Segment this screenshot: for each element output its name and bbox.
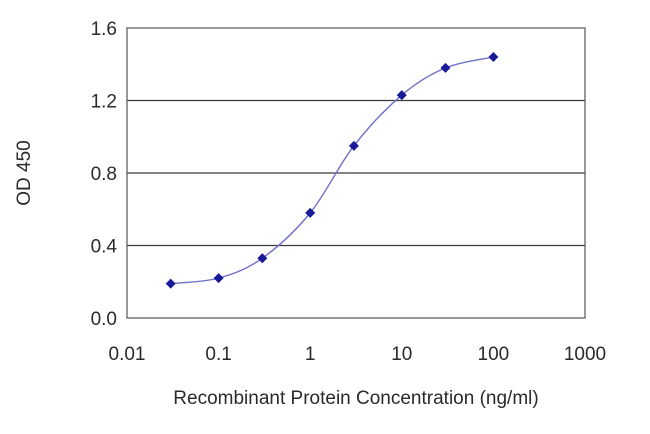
y-axis-label: OD 450 (14, 140, 35, 205)
data-point (396, 90, 407, 101)
grid-lines (127, 99, 585, 247)
x-tick-label: 0.01 (109, 344, 146, 365)
data-point (213, 273, 224, 284)
y-tick-labels: 0.0 0.4 0.8 1.2 1.6 (91, 19, 118, 330)
y-tick-label: 1.2 (91, 92, 117, 113)
x-tick-label: 0.1 (205, 344, 231, 365)
data-point (257, 253, 268, 264)
data-points (165, 52, 499, 289)
x-tick-label: 100 (478, 344, 510, 365)
y-tick-label: 1.6 (91, 19, 117, 40)
data-point (305, 207, 316, 218)
y-tick-label: 0.0 (91, 309, 117, 330)
x-axis-label: Recombinant Protein Concentration (ng/ml… (173, 388, 538, 409)
data-point (165, 278, 176, 289)
data-point (488, 52, 499, 62)
x-tick-label: 1 (305, 344, 316, 365)
plot-area-frame (126, 27, 586, 319)
x-tick-labels: 0.01 0.1 1 10 100 1000 (109, 344, 607, 365)
fit-curve-line (170, 56, 494, 285)
x-tick-label: 1000 (564, 344, 606, 365)
data-point (440, 62, 451, 73)
data-point (348, 140, 359, 151)
y-tick-label: 0.4 (91, 237, 118, 258)
x-tick-label: 10 (391, 344, 412, 365)
y-tick-label: 0.8 (91, 164, 117, 185)
